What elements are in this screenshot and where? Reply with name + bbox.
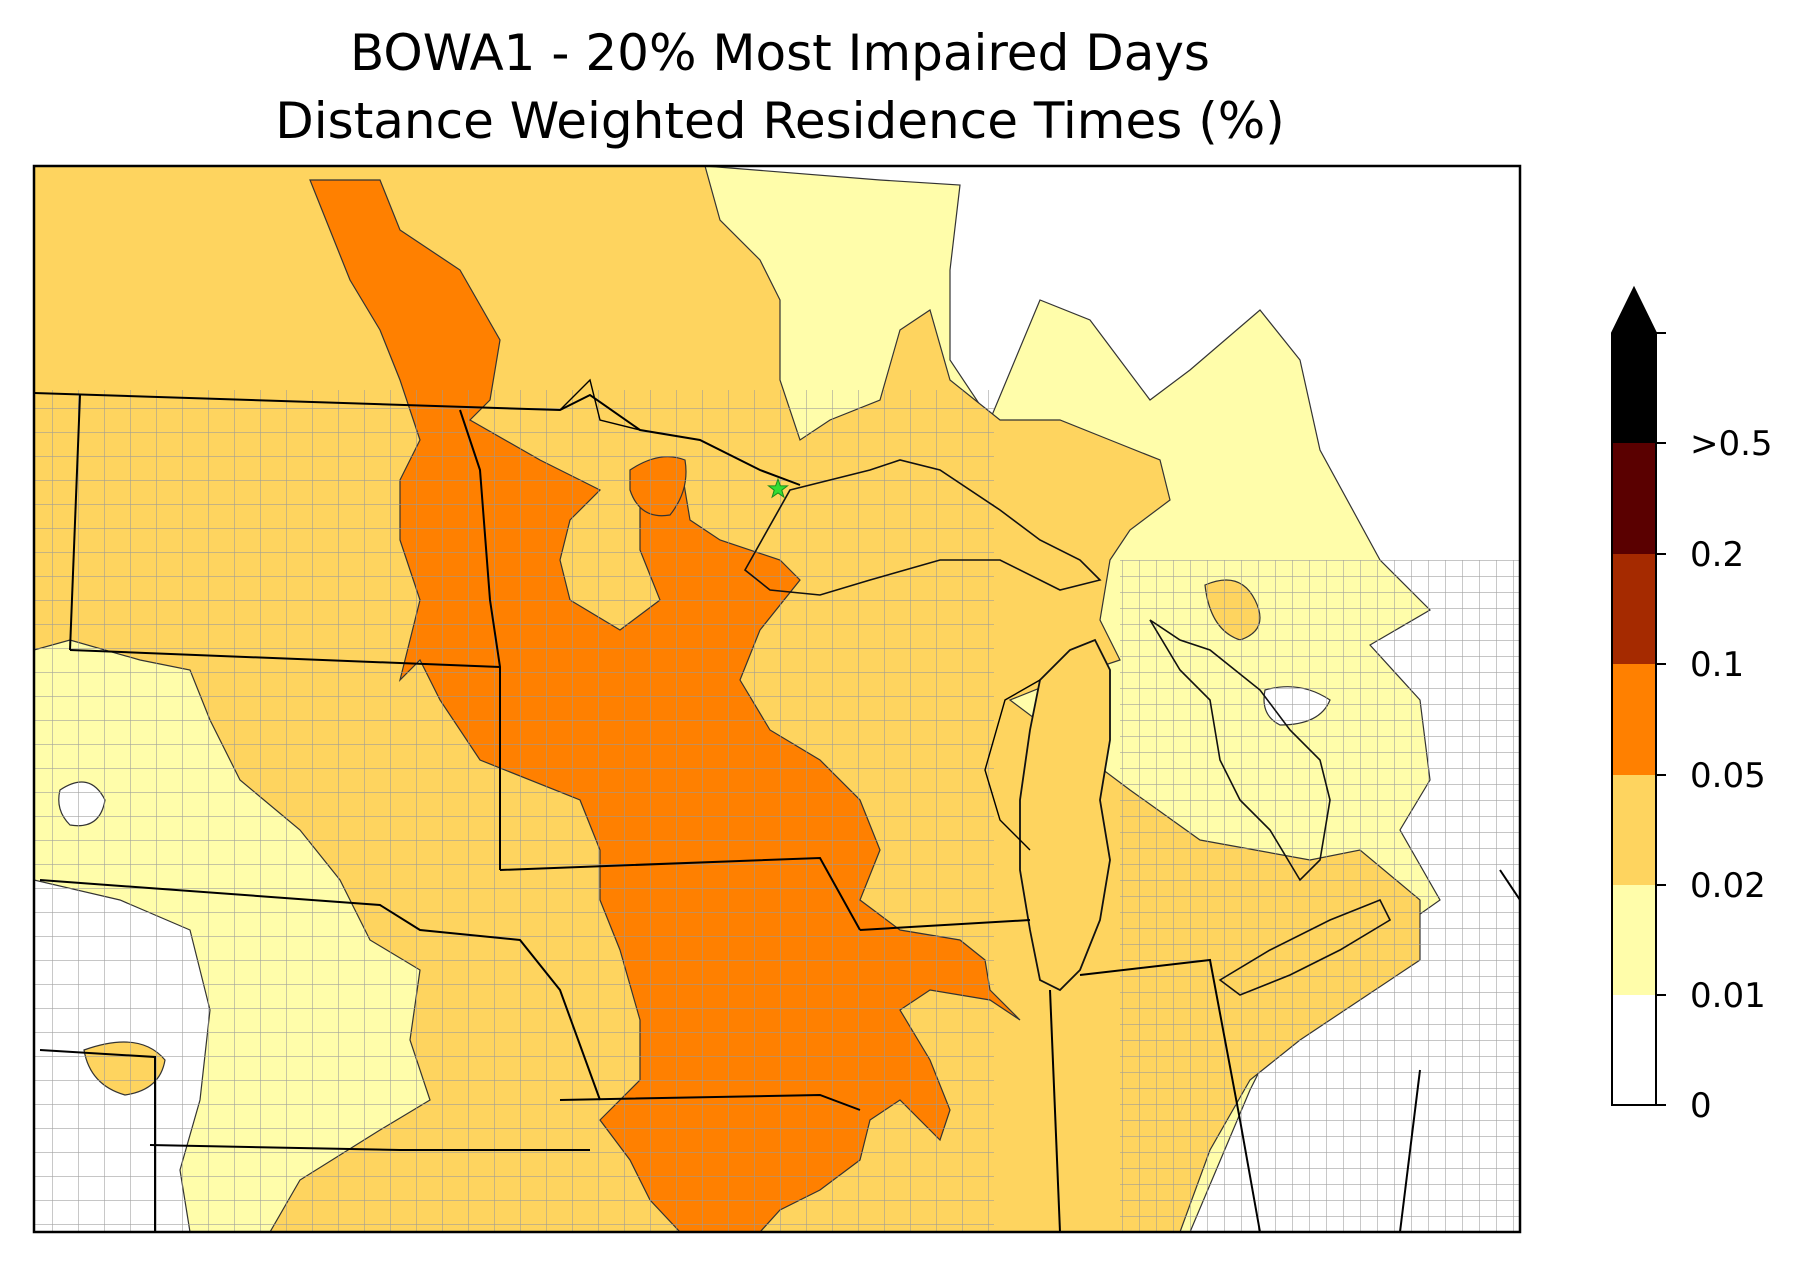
lake-superior [743, 459, 1102, 596]
colorbar-tick-label: 0.1 [1690, 645, 1745, 685]
colorbar-tick-label: 0.02 [1690, 866, 1766, 906]
colorbar [1611, 285, 1666, 1106]
map-title: BOWA1 - 20% Most Impaired Days [350, 24, 1210, 82]
colorbar-tick-label: >0.5 [1690, 424, 1773, 464]
county-grid-east [1120, 560, 1520, 1232]
colorbar-ticks [1656, 332, 1666, 1106]
map-subtitle: Distance Weighted Residence Times (%) [275, 92, 1285, 150]
lake-huron [1149, 619, 1331, 882]
colorbar-tick-label: 0.01 [1690, 976, 1766, 1016]
colorbar-band-0 [1612, 995, 1656, 1105]
map-frame [32, 164, 1522, 1234]
colorbar-band-4 [1612, 554, 1656, 664]
colorbar-tick-label: 0.2 [1690, 535, 1745, 575]
county-grid-west [34, 390, 994, 1232]
site-marker-star [767, 477, 789, 499]
colorbar-band-6 [1612, 333, 1656, 443]
lake-michigan [1019, 638, 1111, 992]
colorbar-band-2 [1612, 775, 1656, 885]
colorbar-band-5 [1612, 443, 1656, 554]
colorbar-tick-label: 0 [1690, 1086, 1712, 1126]
lake-erie [1218, 898, 1392, 996]
colorbar-band-1 [1612, 885, 1656, 995]
colorbar-tick-label: 0.05 [1690, 756, 1766, 796]
colorbar-outline [1611, 285, 1657, 1106]
colorbar-band-3 [1612, 664, 1656, 775]
colorbar-extend-arrow [1612, 288, 1656, 333]
state-boundaries [34, 392, 1520, 1232]
map-plot-area [34, 166, 1520, 1232]
